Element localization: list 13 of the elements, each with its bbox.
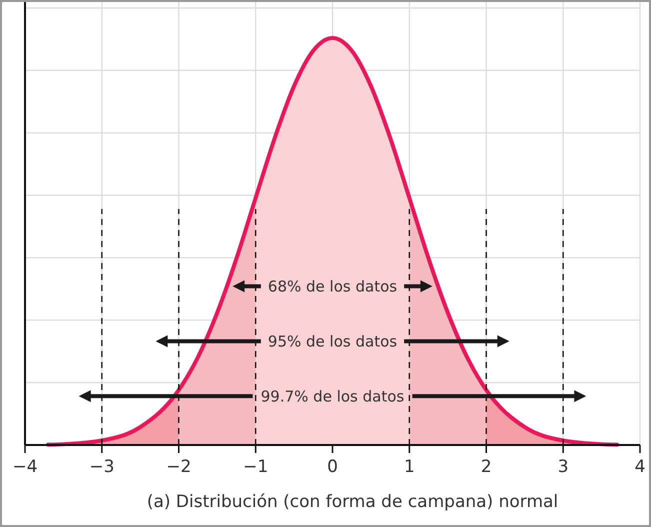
x-tick-label: 4	[634, 457, 646, 477]
x-tick-label: −1	[243, 457, 268, 477]
x-tick-label: −2	[166, 457, 192, 477]
x-tick-label: 0	[327, 457, 338, 477]
x-tick-label: −4	[12, 457, 38, 477]
x-axis-title: (a) Distribución (con forma de campana) normal	[146, 492, 558, 512]
annotation: 95% de los datos	[268, 332, 398, 350]
annotation: 99.7% de los datos	[260, 387, 404, 406]
x-tick-label: −3	[89, 457, 114, 477]
annotation: 68% de los datos	[268, 278, 398, 296]
x-tick-label: 1	[404, 457, 415, 477]
x-tick-label: 2	[480, 457, 492, 477]
x-tick-label: 3	[558, 457, 569, 477]
